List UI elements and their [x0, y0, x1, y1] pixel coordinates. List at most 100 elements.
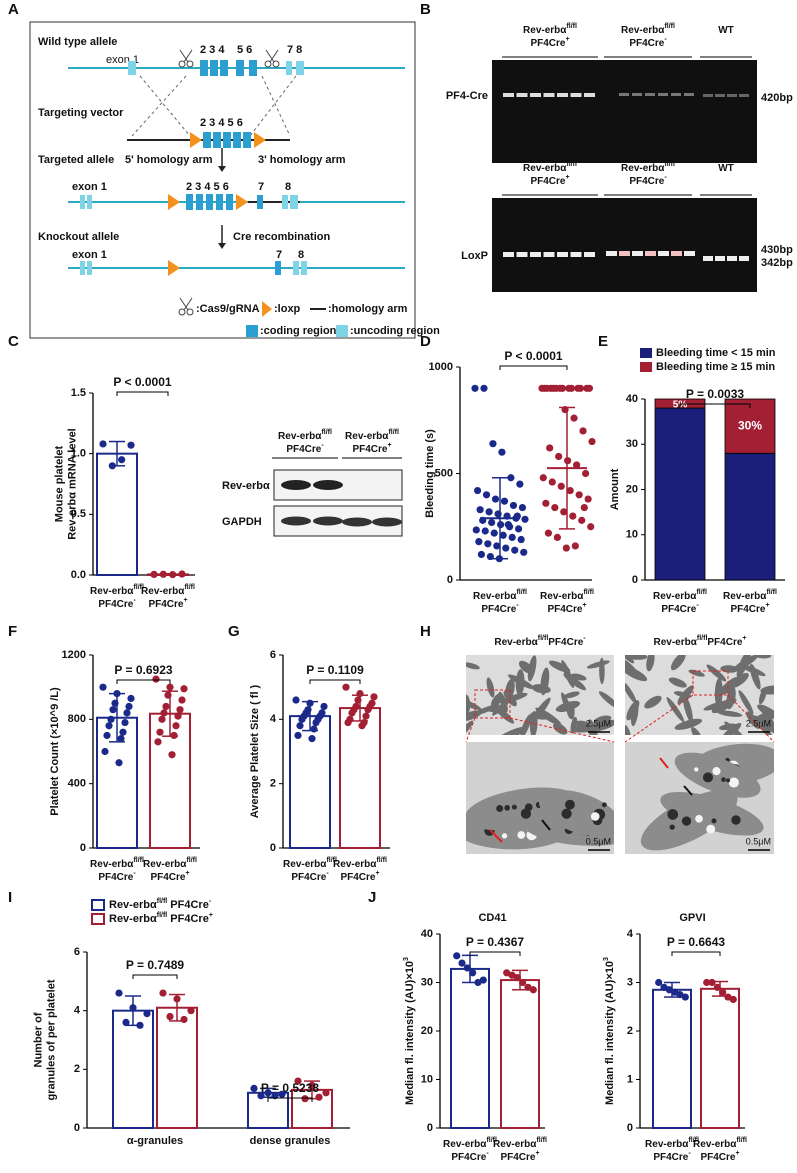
- x-tick-label: Rev-erbαfl/fl: [693, 1137, 747, 1150]
- gel-header-part: -: [664, 36, 667, 43]
- platelet: [538, 789, 614, 837]
- x-tick-label-part: PF4Cre: [661, 604, 696, 615]
- data-point: [514, 525, 523, 533]
- x-tick-label-part: +: [735, 1150, 739, 1157]
- coding-exon: [243, 132, 251, 148]
- data-point: [469, 969, 477, 977]
- row-title: Wild type allele: [38, 36, 117, 48]
- y-tick-label: 6: [74, 946, 80, 958]
- gel-band: [715, 256, 725, 261]
- legend-label: Rev-erbαfl/fl PF4Cre+: [109, 912, 213, 925]
- platelet: [757, 704, 774, 720]
- data-point: [129, 1004, 137, 1012]
- coding-exon: [200, 60, 208, 76]
- bar: [339, 707, 381, 850]
- exon-label: 7: [258, 181, 264, 193]
- gel-band: [632, 93, 642, 96]
- platelet: [466, 720, 474, 735]
- granule: [601, 802, 607, 808]
- platelet: [668, 677, 687, 688]
- bar-segment: [724, 452, 776, 581]
- y-tick-label: 40: [421, 928, 433, 940]
- gel-header: Rev-erbαfl/fl: [621, 161, 675, 174]
- bar: [500, 979, 540, 1130]
- legend-swatch: [640, 348, 652, 358]
- gel-band: [606, 251, 617, 256]
- x-tick-label: Rev-erbαfl/fl: [645, 1137, 699, 1150]
- y-axis-label: Mouse platelet: [53, 445, 65, 522]
- blot-band: [342, 517, 372, 527]
- y-tick-label: 0: [270, 842, 276, 854]
- y-tick-label: 20: [626, 483, 638, 495]
- legend-label-part: +: [209, 912, 213, 919]
- exon-label: exon 1: [72, 249, 107, 261]
- data-point: [553, 533, 561, 542]
- platelet: [630, 700, 639, 727]
- x-tick-label: PF4Cre-: [98, 597, 136, 610]
- coding-exon: [220, 60, 228, 76]
- chart-title: GPVI: [679, 912, 705, 924]
- data-point: [551, 503, 559, 512]
- data-point: [513, 974, 521, 982]
- gel-band: [703, 94, 713, 97]
- data-point: [111, 699, 119, 707]
- data-point: [298, 715, 306, 723]
- granule: [517, 831, 526, 839]
- data-point: [122, 1018, 130, 1026]
- y-axis-label-part: Average Platelet Size ( fl ): [249, 684, 261, 818]
- coding-exon: [213, 132, 221, 148]
- gel-header-part: WT: [718, 25, 734, 36]
- data-point: [567, 384, 576, 392]
- x-tick-label-part: PF4Cre: [500, 1152, 535, 1163]
- panel-label: A: [8, 1, 19, 18]
- significance-bracket: [469, 951, 521, 956]
- x-tick-label-part: Rev-erbα: [540, 591, 584, 602]
- exon-label: 5 6: [237, 44, 252, 56]
- data-point: [172, 722, 180, 730]
- data-point: [180, 685, 188, 693]
- band-size: 420bp: [761, 92, 793, 104]
- data-point: [178, 696, 186, 704]
- data-point: [154, 738, 162, 746]
- data-point: [708, 978, 716, 987]
- platelet: [730, 672, 749, 688]
- gel-header-part: fl/fl: [664, 161, 675, 168]
- bar: [700, 987, 740, 1129]
- platelet: [553, 722, 568, 735]
- blot-header-part: fl/fl: [321, 429, 332, 436]
- x-tick-label-part: PF4Cre: [150, 872, 185, 883]
- gel-band: [557, 93, 568, 97]
- arm-label: 5' homology arm: [125, 154, 213, 166]
- x-tick-label-part: -: [133, 597, 136, 604]
- data-point: [156, 728, 164, 736]
- x-tick-label-part: fl/fl: [184, 584, 195, 591]
- data-point: [488, 518, 496, 527]
- x-tick-label-part: Rev-erbα: [653, 591, 697, 602]
- exon-label: 7: [276, 249, 282, 261]
- data-point: [581, 469, 590, 478]
- micrograph-title-part: +: [742, 635, 746, 642]
- data-point: [507, 474, 515, 482]
- x-tick-label: PF4Cre+: [500, 1150, 539, 1163]
- x-tick-label-part: Rev-erbα: [645, 1139, 689, 1150]
- data-point: [477, 550, 486, 559]
- data-point: [101, 747, 109, 756]
- x-tick-label: Rev-erbαfl/fl: [473, 589, 527, 602]
- micrograph-title-part: Rev-erbα: [494, 637, 538, 648]
- blot-header-part: PF4Cre: [352, 444, 387, 455]
- loxp: [254, 132, 266, 148]
- legend-label-part: Rev-erbα: [109, 913, 157, 925]
- data-point: [585, 384, 594, 392]
- data-point: [127, 441, 135, 449]
- scale-label: 0.5μM: [586, 836, 611, 846]
- data-point: [458, 959, 466, 967]
- gel-image: [492, 198, 757, 292]
- platelet: [527, 655, 537, 682]
- gel-band: [658, 251, 669, 256]
- homology-link: [261, 75, 291, 137]
- gel-header-part: Rev-erbα: [523, 25, 567, 36]
- p-value: P = 0.4367: [466, 935, 524, 949]
- blot-header: PF4Cre+: [352, 442, 391, 455]
- x-tick-label-part: -: [688, 1150, 691, 1157]
